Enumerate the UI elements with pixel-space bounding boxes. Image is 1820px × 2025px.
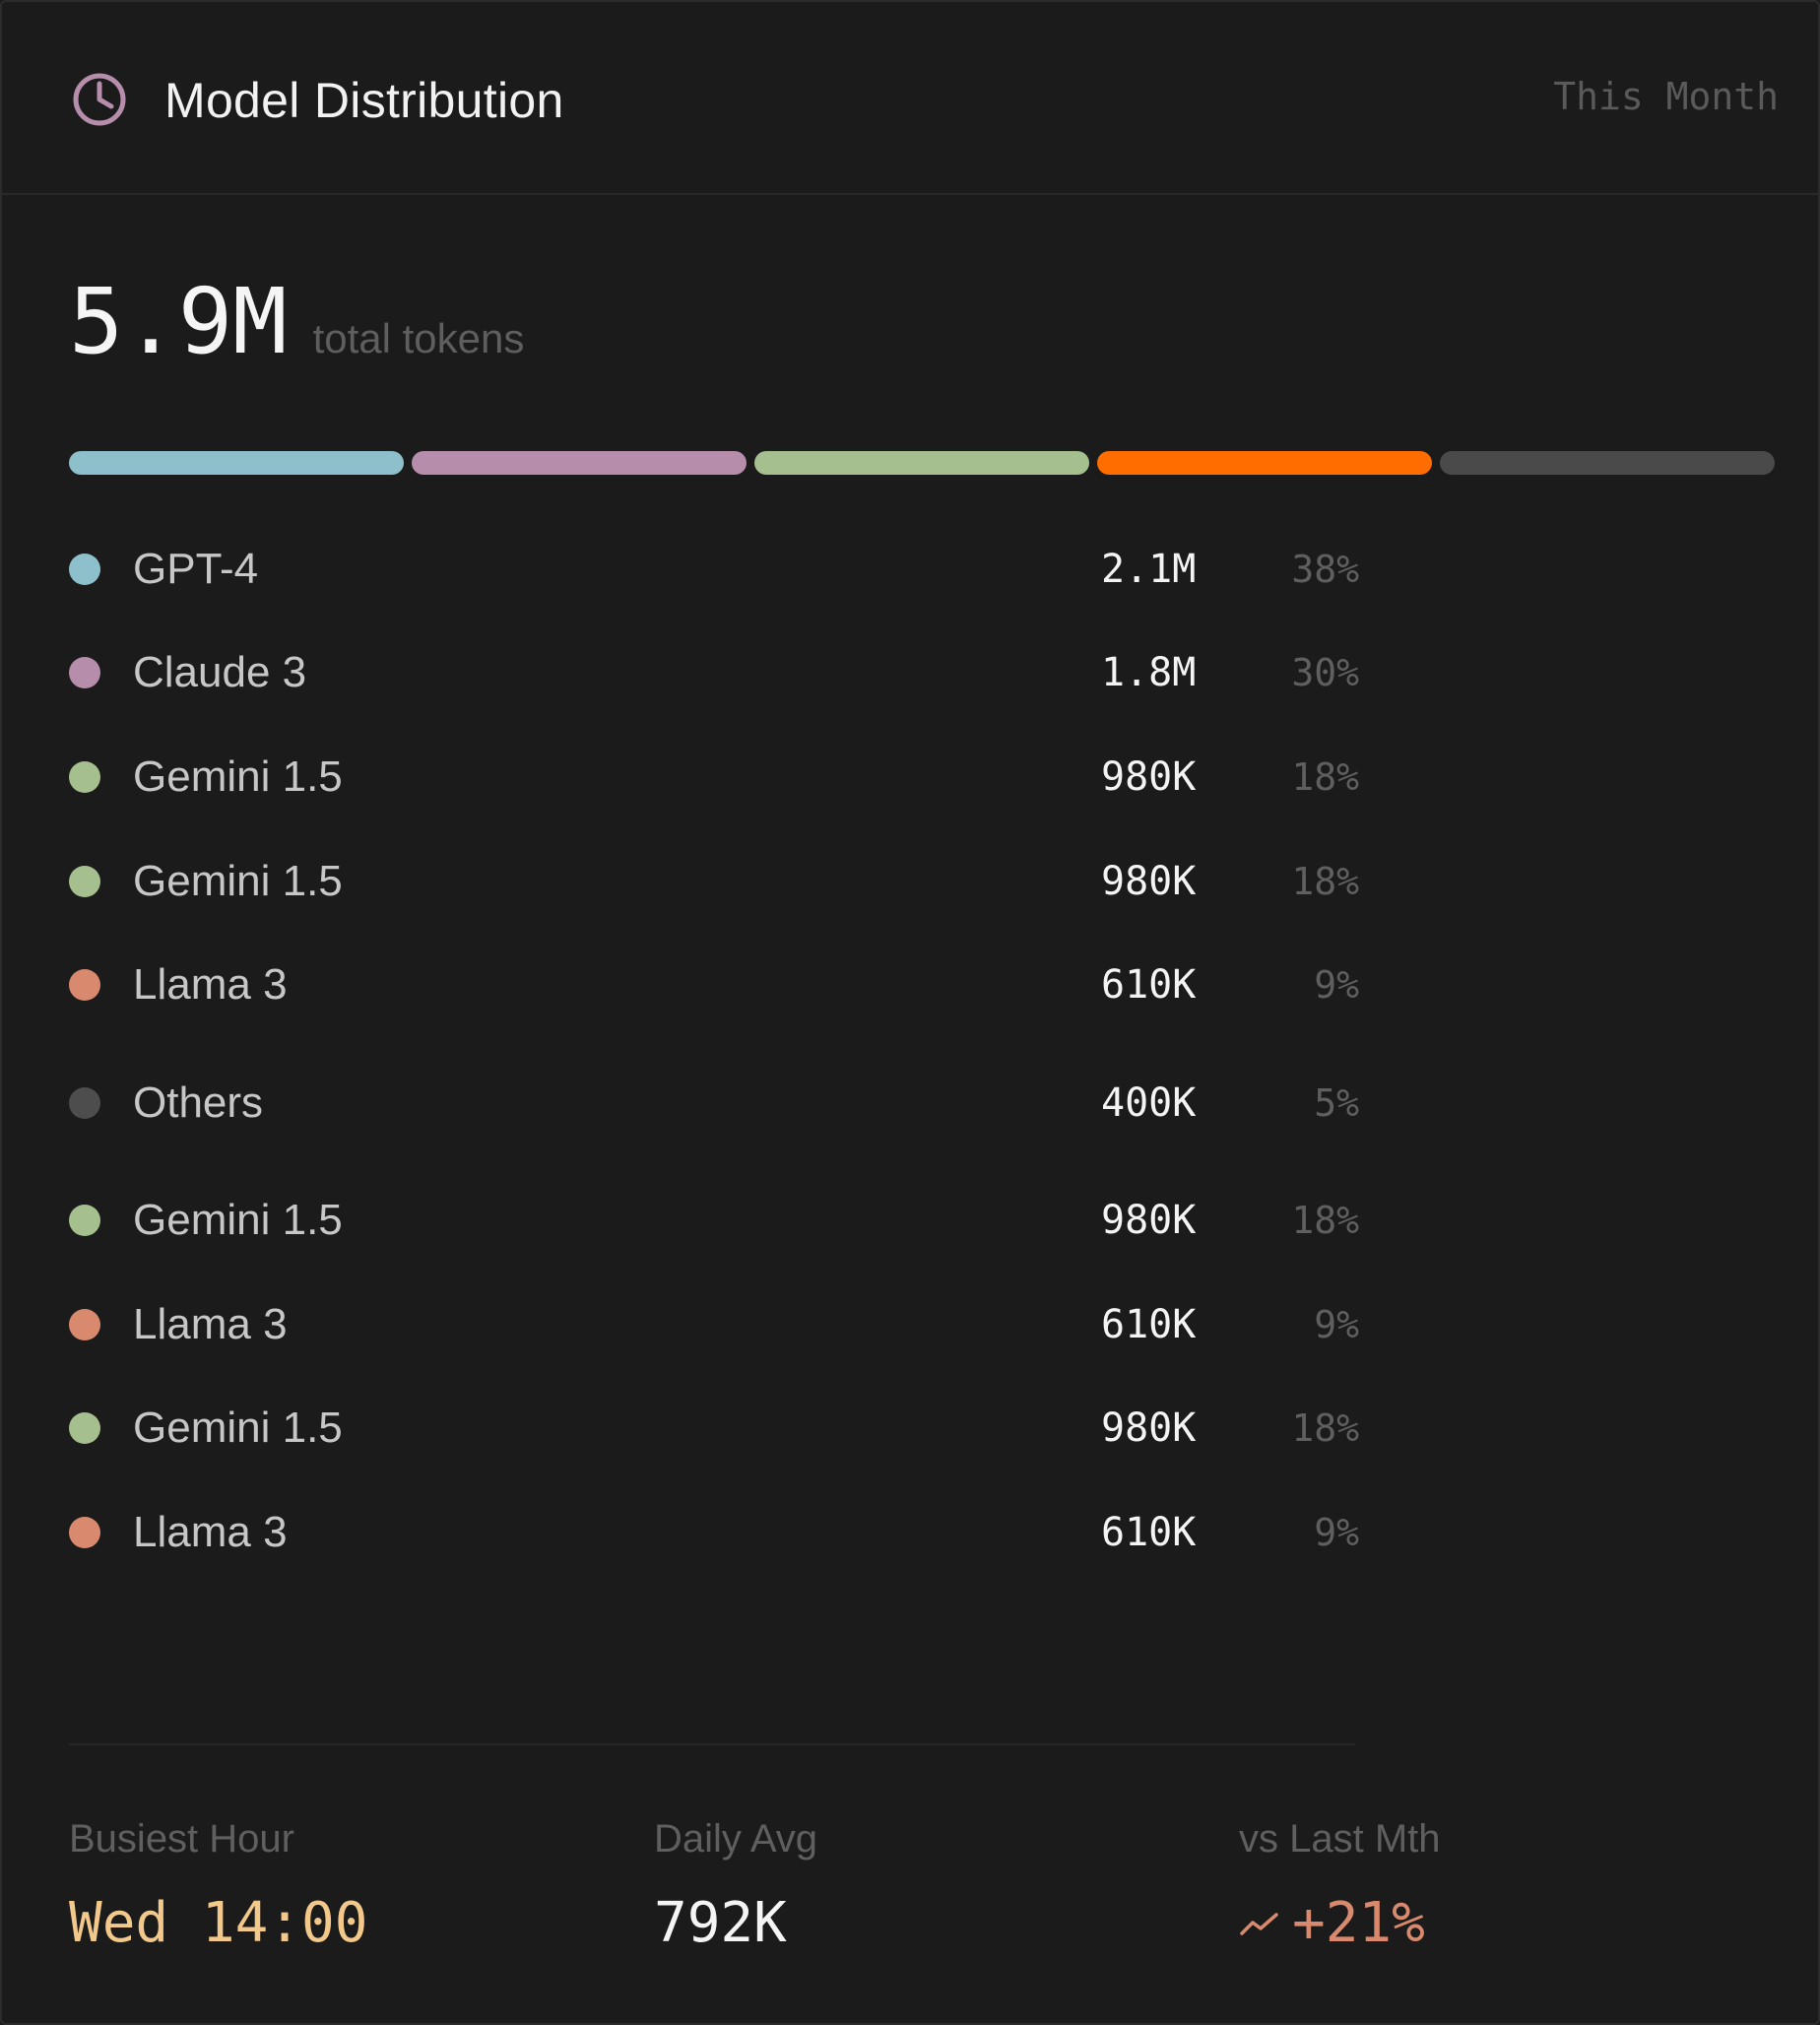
model-percentage: 18% <box>1291 860 1359 903</box>
clock-icon <box>73 73 126 126</box>
legend-dot <box>69 1517 100 1548</box>
legend-row[interactable]: Gemini 1.5 980K 18% <box>69 1191 1359 1250</box>
distribution-segment <box>1097 451 1432 475</box>
model-token-value: 1.8M <box>1101 650 1197 695</box>
model-token-value: 400K <box>1101 1080 1197 1126</box>
legend-dot <box>69 1205 100 1236</box>
legend-dot <box>69 1087 100 1119</box>
stat-busiest-hour: Busiest Hour Wed 14:00 <box>69 1814 367 1956</box>
stat-label: vs Last Mth <box>1239 1817 1441 1861</box>
model-percentage: 30% <box>1291 651 1359 694</box>
total-value: 5.9M <box>69 269 288 374</box>
stat-label: Busiest Hour <box>69 1817 294 1861</box>
model-percentage: 5% <box>1314 1081 1359 1125</box>
model-percentage: 18% <box>1291 755 1359 799</box>
model-name: Gemini 1.5 <box>133 857 343 905</box>
period-selector[interactable]: This Month <box>1553 75 1779 118</box>
model-name: Gemini 1.5 <box>133 752 343 801</box>
model-name: GPT-4 <box>133 545 259 593</box>
model-percentage: 9% <box>1314 1303 1359 1346</box>
legend-dot <box>69 554 100 585</box>
model-name: Llama 3 <box>133 1300 288 1348</box>
legend-row[interactable]: Gemini 1.5 980K 18% <box>69 748 1359 807</box>
model-name: Llama 3 <box>133 960 288 1009</box>
model-token-value: 980K <box>1101 859 1197 904</box>
trend-up-icon <box>1240 1913 1278 1935</box>
legend-dot <box>69 657 100 688</box>
model-name: Others <box>133 1078 264 1127</box>
legend-dot <box>69 1412 100 1444</box>
daily-avg-value: 792K <box>654 1891 787 1955</box>
divider <box>69 1743 1355 1745</box>
model-token-value: 2.1M <box>1101 547 1197 592</box>
legend-row[interactable]: Llama 3 610K 9% <box>69 1503 1359 1562</box>
model-percentage: 18% <box>1291 1406 1359 1450</box>
total-label: total tokens <box>312 315 525 361</box>
model-name: Gemini 1.5 <box>133 1404 343 1452</box>
stat-vs-last-month: vs Last Mth +21% <box>1239 1814 1441 1956</box>
legend-row[interactable]: Others 400K 5% <box>69 1074 1359 1133</box>
model-name: Llama 3 <box>133 1508 288 1556</box>
legend-row[interactable]: Llama 3 610K 9% <box>69 1295 1359 1354</box>
model-token-value: 980K <box>1101 1198 1197 1243</box>
legend-row[interactable]: GPT-4 2.1M 38% <box>69 540 1359 599</box>
card-title: Model Distribution <box>164 73 564 128</box>
model-name: Claude 3 <box>133 648 307 696</box>
legend-dot <box>69 1309 100 1340</box>
legend-row[interactable]: Llama 3 610K 9% <box>69 955 1359 1014</box>
legend-dot <box>69 866 100 897</box>
stat-value: Wed 14:00 <box>69 1891 367 1956</box>
model-percentage: 9% <box>1314 963 1359 1007</box>
distribution-segment <box>1440 451 1775 475</box>
busiest-hour-value: Wed 14:00 <box>69 1891 368 1955</box>
stat-daily-avg: Daily Avg 792K <box>654 1814 817 1956</box>
total-tokens: 5.9M total tokens <box>69 268 524 376</box>
stat-value: +21% <box>1239 1891 1441 1956</box>
model-name: Gemini 1.5 <box>133 1196 343 1244</box>
distribution-segment <box>412 451 747 475</box>
model-percentage: 38% <box>1291 548 1359 591</box>
model-percentage: 9% <box>1314 1511 1359 1554</box>
stat-value: 792K <box>654 1891 817 1956</box>
legend-dot <box>69 969 100 1001</box>
distribution-bar <box>69 451 1775 475</box>
model-percentage: 18% <box>1291 1199 1359 1242</box>
model-token-value: 980K <box>1101 754 1197 800</box>
legend-row[interactable]: Gemini 1.5 980K 18% <box>69 852 1359 911</box>
legend-dot <box>69 761 100 793</box>
model-token-value: 610K <box>1101 1510 1197 1555</box>
vs-last-month-value: +21% <box>1292 1891 1425 1955</box>
legend-row[interactable]: Gemini 1.5 980K 18% <box>69 1399 1359 1458</box>
stat-label: Daily Avg <box>654 1817 818 1861</box>
legend-row[interactable]: Claude 3 1.8M 30% <box>69 643 1359 702</box>
model-token-value: 610K <box>1101 1302 1197 1347</box>
distribution-segment <box>754 451 1089 475</box>
model-token-value: 980K <box>1101 1405 1197 1451</box>
card-header: Model Distribution This Month <box>2 2 1818 195</box>
model-token-value: 610K <box>1101 962 1197 1008</box>
distribution-segment <box>69 451 404 475</box>
